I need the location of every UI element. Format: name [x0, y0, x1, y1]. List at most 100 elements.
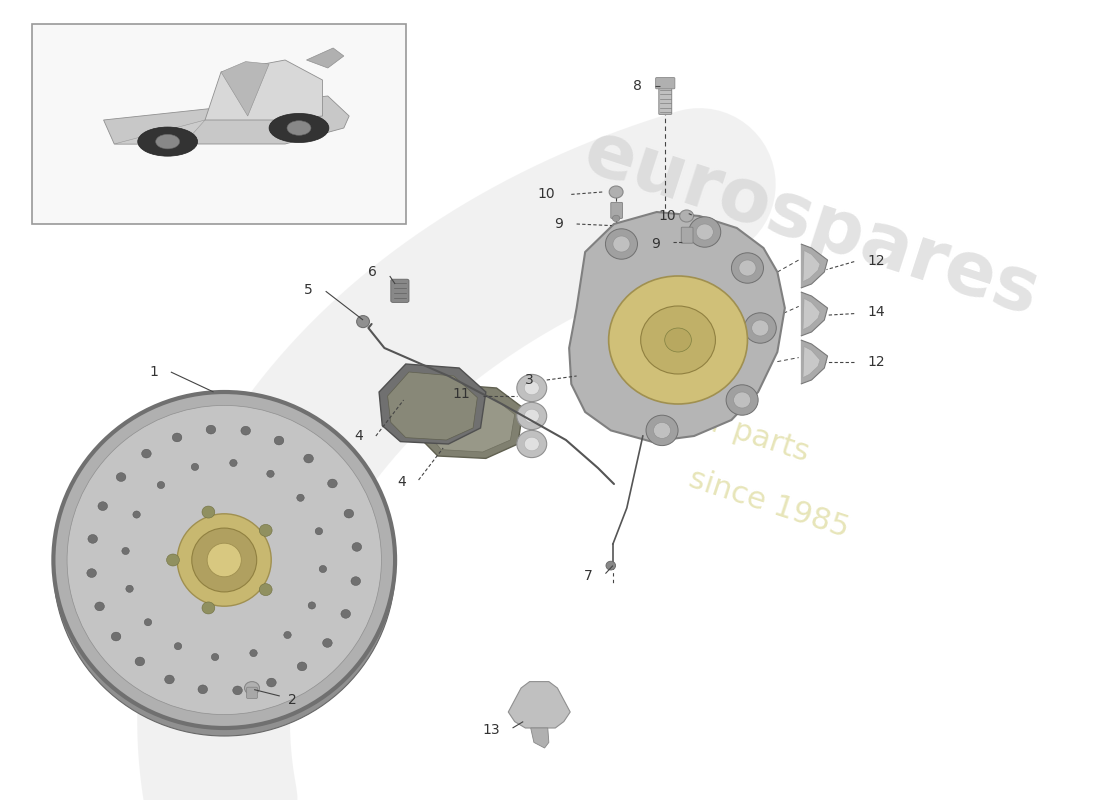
Ellipse shape [98, 502, 108, 510]
Ellipse shape [125, 585, 133, 592]
Ellipse shape [191, 528, 256, 592]
Text: 6: 6 [368, 265, 377, 279]
Ellipse shape [751, 320, 769, 336]
Ellipse shape [250, 650, 257, 657]
Ellipse shape [328, 479, 338, 488]
Ellipse shape [206, 426, 216, 434]
Ellipse shape [67, 406, 382, 714]
Text: 9: 9 [651, 237, 660, 251]
Text: 12: 12 [867, 354, 884, 369]
Ellipse shape [270, 114, 329, 142]
Ellipse shape [117, 473, 125, 482]
Ellipse shape [95, 602, 104, 610]
Polygon shape [221, 62, 270, 116]
Ellipse shape [646, 415, 678, 446]
Ellipse shape [316, 528, 322, 535]
Polygon shape [803, 346, 821, 378]
Ellipse shape [142, 450, 151, 458]
Text: 2: 2 [288, 693, 297, 707]
Ellipse shape [241, 426, 251, 435]
Polygon shape [801, 292, 827, 336]
Polygon shape [387, 372, 477, 440]
Polygon shape [379, 364, 486, 444]
Text: 4: 4 [397, 474, 406, 489]
Ellipse shape [135, 657, 145, 666]
Ellipse shape [233, 686, 242, 694]
Text: 13: 13 [482, 723, 499, 738]
Ellipse shape [319, 566, 327, 573]
Ellipse shape [640, 306, 715, 374]
Ellipse shape [525, 409, 539, 422]
Ellipse shape [87, 569, 97, 578]
Text: since 1985: since 1985 [685, 465, 852, 543]
Ellipse shape [739, 260, 756, 276]
FancyBboxPatch shape [681, 227, 693, 243]
Polygon shape [801, 340, 827, 384]
Text: 7: 7 [584, 569, 593, 583]
Ellipse shape [287, 121, 311, 135]
Ellipse shape [680, 210, 693, 222]
Ellipse shape [745, 313, 777, 343]
Ellipse shape [174, 642, 182, 650]
Polygon shape [103, 96, 349, 144]
Text: 10: 10 [658, 209, 675, 223]
Ellipse shape [351, 577, 361, 586]
Ellipse shape [144, 618, 152, 626]
Polygon shape [114, 120, 205, 144]
Text: 12: 12 [867, 254, 884, 268]
Text: 8: 8 [632, 79, 641, 94]
Ellipse shape [606, 562, 616, 570]
Polygon shape [569, 212, 784, 442]
FancyBboxPatch shape [659, 85, 672, 114]
Ellipse shape [260, 524, 272, 536]
Ellipse shape [284, 631, 292, 638]
Ellipse shape [88, 534, 98, 543]
Text: author for parts: author for parts [575, 365, 813, 467]
Ellipse shape [166, 554, 179, 566]
Ellipse shape [734, 392, 750, 408]
Ellipse shape [356, 315, 370, 328]
Text: 11: 11 [452, 387, 470, 402]
Ellipse shape [726, 385, 758, 415]
Polygon shape [530, 728, 549, 748]
Text: 1: 1 [150, 365, 158, 379]
Ellipse shape [613, 236, 630, 252]
Text: 9: 9 [554, 217, 563, 231]
Ellipse shape [202, 506, 215, 518]
Ellipse shape [54, 392, 395, 728]
Text: 14: 14 [867, 305, 884, 319]
Ellipse shape [260, 584, 272, 596]
Ellipse shape [517, 402, 547, 430]
FancyBboxPatch shape [610, 202, 623, 218]
Ellipse shape [244, 682, 260, 694]
Ellipse shape [653, 422, 671, 438]
Text: 5: 5 [304, 282, 312, 297]
Polygon shape [508, 682, 570, 728]
Ellipse shape [138, 127, 198, 156]
Ellipse shape [54, 400, 395, 736]
Ellipse shape [341, 610, 351, 618]
Polygon shape [803, 250, 821, 282]
Ellipse shape [609, 186, 623, 198]
Ellipse shape [230, 459, 238, 466]
Polygon shape [801, 244, 827, 288]
Ellipse shape [133, 511, 141, 518]
Ellipse shape [266, 678, 276, 687]
Text: 4: 4 [354, 429, 363, 443]
Ellipse shape [517, 430, 547, 458]
Ellipse shape [605, 229, 638, 259]
Polygon shape [205, 60, 322, 120]
Ellipse shape [191, 463, 199, 470]
Polygon shape [427, 392, 515, 452]
Ellipse shape [122, 547, 130, 554]
Ellipse shape [157, 482, 165, 489]
Ellipse shape [304, 454, 313, 463]
Ellipse shape [111, 632, 121, 641]
FancyBboxPatch shape [246, 687, 257, 698]
Ellipse shape [207, 543, 241, 577]
Polygon shape [307, 48, 344, 68]
Ellipse shape [322, 638, 332, 647]
Ellipse shape [732, 253, 763, 283]
Ellipse shape [274, 436, 284, 445]
Ellipse shape [297, 494, 305, 502]
